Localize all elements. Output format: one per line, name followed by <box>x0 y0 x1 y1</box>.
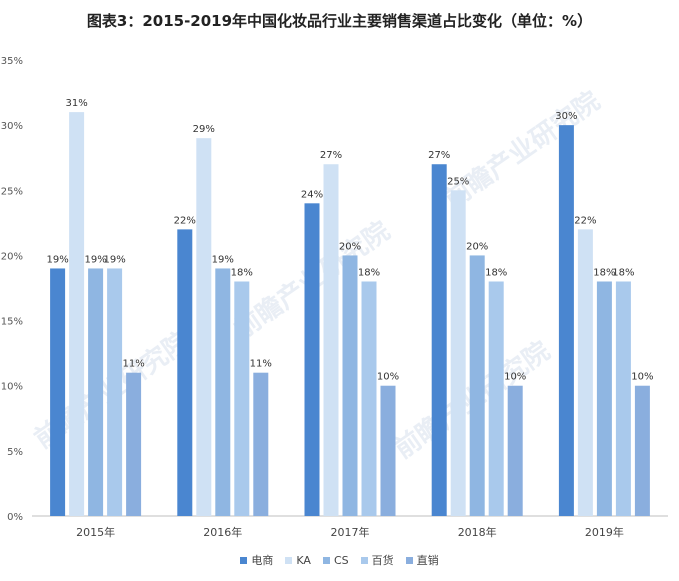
legend-label: 百货 <box>371 554 394 567</box>
bar <box>69 112 85 516</box>
legend-label: CS <box>333 553 349 567</box>
legend-swatch <box>360 556 368 564</box>
data-label: 10% <box>504 372 526 383</box>
data-label: 27% <box>320 150 342 161</box>
legend: 电商 KA CS 百货 直销 <box>0 552 679 568</box>
y-tick-label: 5% <box>7 447 23 458</box>
legend-item: KA <box>285 552 311 568</box>
x-tick-label: 2018年 <box>458 525 497 539</box>
data-label: 19% <box>103 254 125 265</box>
y-tick-label: 20% <box>1 251 23 262</box>
y-tick-label: 10% <box>1 382 23 393</box>
bar <box>577 229 593 516</box>
x-tick-label: 2015年 <box>76 525 115 539</box>
data-label: 19% <box>212 254 234 265</box>
data-label: 18% <box>612 267 634 278</box>
bar <box>126 372 142 516</box>
data-label: 25% <box>447 176 469 187</box>
bar <box>361 281 377 516</box>
legend-item: 电商 <box>240 552 273 568</box>
legend-item: CS <box>322 552 349 568</box>
data-label: 11% <box>250 359 272 370</box>
data-label: 20% <box>466 241 488 252</box>
data-label: 30% <box>555 111 577 122</box>
y-tick-label: 35% <box>1 56 23 67</box>
legend-label: 直销 <box>416 554 439 567</box>
bar <box>469 255 485 516</box>
x-tick-label: 2017年 <box>331 525 370 539</box>
bar <box>634 385 650 516</box>
bar <box>196 138 212 516</box>
bar <box>234 281 250 516</box>
x-tick-label: 2019年 <box>585 525 624 539</box>
bar <box>253 372 269 516</box>
data-label: 18% <box>231 267 253 278</box>
data-label: 10% <box>377 372 399 383</box>
y-tick-label: 0% <box>7 512 23 523</box>
legend-swatch <box>405 556 413 564</box>
bar <box>342 255 358 516</box>
data-label: 18% <box>358 267 380 278</box>
legend-swatch <box>322 556 330 564</box>
data-label: 22% <box>574 215 596 226</box>
data-label: 18% <box>485 267 507 278</box>
bar <box>615 281 631 516</box>
data-label: 29% <box>193 124 215 135</box>
bar <box>450 190 466 517</box>
bar <box>215 268 231 516</box>
data-label: 18% <box>593 267 615 278</box>
chart-title: 图表3：2015-2019年中国化妆品行业主要销售渠道占比变化（单位：%） <box>86 12 593 30</box>
data-label: 19% <box>46 254 68 265</box>
legend-label: 电商 <box>251 554 274 567</box>
data-label: 11% <box>122 359 144 370</box>
bar <box>488 281 504 516</box>
data-label: 27% <box>428 150 450 161</box>
x-tick-label: 2016年 <box>203 525 242 539</box>
data-label: 20% <box>339 241 361 252</box>
legend-item: 直销 <box>405 552 439 568</box>
bar <box>507 385 523 516</box>
bar <box>596 281 612 516</box>
y-tick-label: 15% <box>1 317 23 328</box>
legend-swatch <box>240 556 248 564</box>
legend-label: KA <box>296 553 311 567</box>
bar <box>107 268 123 516</box>
legend-swatch <box>285 556 293 564</box>
bar <box>177 229 193 516</box>
bar <box>88 268 104 516</box>
data-label: 24% <box>301 189 323 200</box>
data-label: 19% <box>84 254 106 265</box>
bar <box>380 385 396 516</box>
data-label: 22% <box>174 215 196 226</box>
legend-item: 百货 <box>360 552 394 568</box>
data-label: 31% <box>65 98 87 109</box>
bar <box>304 203 320 517</box>
bar <box>50 268 66 516</box>
y-tick-label: 25% <box>1 186 23 197</box>
bar <box>323 164 339 516</box>
data-label: 10% <box>631 372 653 383</box>
y-tick-label: 30% <box>1 121 23 132</box>
bar <box>558 125 574 517</box>
bar <box>431 164 447 516</box>
